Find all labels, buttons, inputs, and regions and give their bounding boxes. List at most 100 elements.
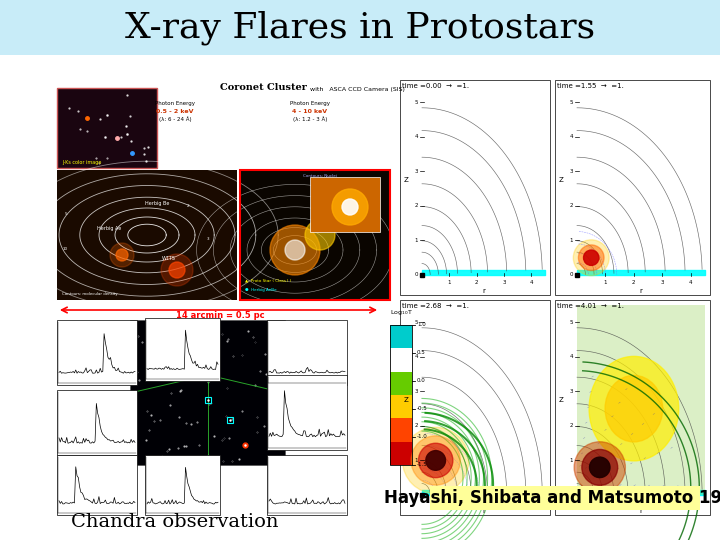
Text: 0: 0	[570, 492, 573, 497]
Text: -1.0: -1.0	[417, 435, 428, 440]
Text: time =1.55  →  =1.: time =1.55 → =1.	[557, 83, 624, 89]
Bar	[390, 418, 412, 442]
Bar	[57, 88, 157, 168]
Text: WTTS: WTTS	[162, 256, 176, 261]
Text: J-Ks color image: J-Ks color image	[62, 160, 102, 165]
Text: 5: 5	[415, 100, 418, 105]
Circle shape	[161, 254, 193, 286]
Text: 2: 2	[415, 204, 418, 208]
Bar	[400, 80, 550, 295]
Circle shape	[426, 450, 446, 470]
Bar	[130, 320, 285, 465]
Text: Chandra observation: Chandra observation	[71, 513, 279, 531]
Bar	[0, 0, 720, 55]
Text: r: r	[639, 508, 642, 514]
Text: 1: 1	[415, 458, 418, 463]
Bar	[430, 486, 700, 510]
Text: Contours: Nuclei: Contours: Nuclei	[303, 174, 337, 178]
Text: -1.5: -1.5	[417, 462, 428, 468]
Text: time =4.01  →  =1.: time =4.01 → =1.	[557, 303, 624, 309]
Bar	[390, 325, 412, 465]
Bar	[400, 300, 550, 515]
Text: Photon Energy: Photon Energy	[155, 101, 195, 106]
Text: 4: 4	[415, 134, 418, 139]
Text: (λ: 6 - 24 Å): (λ: 6 - 24 Å)	[158, 116, 192, 122]
Text: Coronet Cluster: Coronet Cluster	[220, 83, 307, 92]
Text: 2: 2	[632, 500, 636, 505]
Circle shape	[305, 220, 335, 250]
Text: 14 arcmin = 0.5 pc: 14 arcmin = 0.5 pc	[176, 311, 264, 320]
Text: 2: 2	[187, 204, 189, 208]
Circle shape	[573, 240, 609, 275]
Text: 4: 4	[415, 354, 418, 359]
Circle shape	[332, 189, 368, 225]
Text: X-ray Flares in Protostars: X-ray Flares in Protostars	[125, 10, 595, 45]
Text: 1: 1	[448, 280, 451, 285]
Text: 1: 1	[603, 280, 607, 285]
Bar	[57, 390, 137, 455]
Circle shape	[169, 262, 185, 278]
Circle shape	[411, 436, 460, 485]
Circle shape	[578, 245, 604, 271]
Bar	[57, 170, 237, 300]
Text: 2: 2	[415, 423, 418, 428]
Text: 0: 0	[415, 492, 418, 497]
Text: 4: 4	[570, 354, 573, 359]
Text: 4: 4	[689, 280, 693, 285]
Bar	[577, 305, 705, 495]
Bar	[390, 325, 412, 348]
Text: 2: 2	[570, 204, 573, 208]
Text: Contours: molecular density: Contours: molecular density	[62, 292, 117, 296]
Text: 10: 10	[63, 247, 68, 251]
Text: 1: 1	[603, 500, 607, 505]
Bar	[57, 455, 137, 515]
Text: r: r	[639, 288, 642, 294]
Bar	[205, 372, 211, 378]
Circle shape	[110, 243, 134, 267]
Text: (λ: 1.2 - 3 Å): (λ: 1.2 - 3 Å)	[293, 116, 327, 122]
Text: 0: 0	[570, 273, 573, 278]
Text: Herbig Ae: Herbig Ae	[97, 226, 121, 231]
Text: 3: 3	[503, 500, 505, 505]
Circle shape	[574, 442, 626, 493]
Text: 5: 5	[415, 320, 418, 325]
Circle shape	[402, 427, 469, 494]
Circle shape	[590, 457, 610, 477]
Text: 5: 5	[570, 320, 573, 325]
Ellipse shape	[605, 375, 662, 442]
Text: 4: 4	[530, 280, 533, 285]
Text: 3: 3	[660, 280, 664, 285]
Text: ▲: Proto Star ( Class I ): ▲: Proto Star ( Class I )	[245, 279, 292, 283]
Text: 2: 2	[632, 280, 636, 285]
Text: Photon Energy: Photon Energy	[290, 101, 330, 106]
Circle shape	[582, 449, 618, 485]
Bar	[240, 170, 390, 300]
Text: 1: 1	[570, 458, 573, 463]
Text: 0.5: 0.5	[417, 350, 426, 355]
Circle shape	[583, 250, 599, 265]
Text: ●  Herbig AeBe: ● Herbig AeBe	[245, 288, 276, 292]
Text: 2: 2	[475, 280, 478, 285]
Text: time =0.00  →  =1.: time =0.00 → =1.	[402, 83, 469, 89]
Circle shape	[116, 249, 128, 261]
Bar	[267, 455, 347, 515]
Bar	[55, 80, 390, 305]
Text: 4: 4	[689, 500, 693, 505]
Text: 1: 1	[415, 238, 418, 243]
Text: 0.5 - 2 keV: 0.5 - 2 keV	[156, 109, 194, 114]
Text: 1: 1	[448, 500, 451, 505]
Text: Log$_{10}$T: Log$_{10}$T	[390, 308, 413, 317]
Text: 2: 2	[570, 423, 573, 428]
Bar	[310, 177, 380, 232]
Circle shape	[418, 443, 453, 478]
Bar	[57, 320, 137, 385]
Ellipse shape	[589, 356, 679, 461]
Text: 4 - 10 keV: 4 - 10 keV	[292, 109, 328, 114]
Text: 1.0: 1.0	[417, 322, 426, 327]
Text: 0: 0	[415, 273, 418, 278]
Text: 2: 2	[475, 500, 478, 505]
Text: Hayashi, Shibata and Matsumoto 1996: Hayashi, Shibata and Matsumoto 1996	[384, 489, 720, 507]
Text: 5: 5	[65, 212, 68, 216]
Bar	[145, 318, 220, 381]
Text: r: r	[482, 508, 485, 514]
